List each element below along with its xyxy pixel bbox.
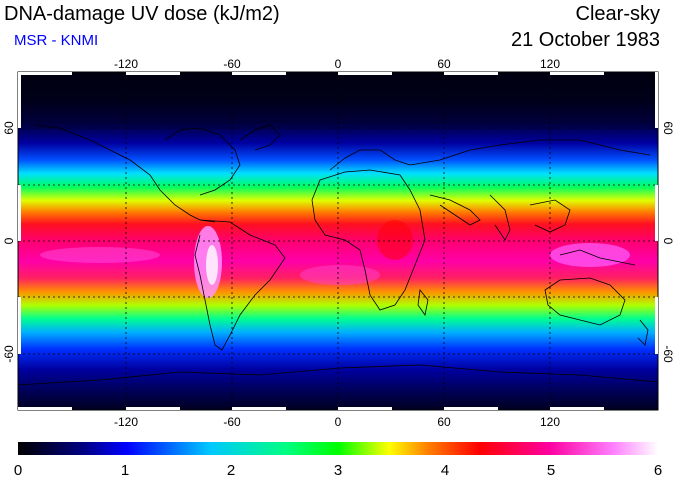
- map-gridlines: [18, 72, 658, 410]
- lon-label-top: 60: [437, 57, 451, 71]
- lon-label-bottom: -60: [223, 415, 241, 429]
- lon-label-top: 0: [335, 57, 342, 71]
- map-title: DNA-damage UV dose (kJ/m2): [4, 3, 280, 25]
- colorbar: [18, 442, 658, 455]
- lon-label-top: 120: [540, 57, 560, 71]
- lon-label-bottom: 60: [437, 415, 451, 429]
- lat-label-right: 60: [661, 121, 675, 135]
- lon-label-bottom: -120: [114, 415, 138, 429]
- coastlines: [18, 124, 658, 386]
- lat-label-right: -60: [661, 345, 675, 363]
- colorbar-tick-label: 1: [121, 462, 129, 479]
- colorbar-tick-label: 6: [654, 462, 662, 479]
- credit-label: MSR - KNMI: [14, 32, 99, 49]
- colorbar-tick-label: 2: [227, 462, 235, 479]
- colorbar-tick-labels: 0 1 2 3 4 5 6: [14, 462, 662, 479]
- lon-label-bottom: 0: [335, 415, 342, 429]
- lon-label-top: -60: [223, 57, 241, 71]
- lat-label-right: 0: [661, 238, 675, 245]
- colorbar-tick-label: 0: [14, 462, 22, 479]
- sky-condition-label: Clear-sky: [575, 3, 660, 25]
- colorbar-tick-label: 3: [334, 462, 342, 479]
- lon-labels-bottom: -120 -60 0 60 120: [114, 415, 560, 429]
- lon-labels-top: -120 -60 0 60 120: [114, 57, 560, 71]
- lat-label-left: 0: [2, 237, 16, 244]
- lon-label-bottom: 120: [540, 415, 560, 429]
- lat-labels-right: 60 0 -60: [661, 121, 675, 363]
- lat-label-left: 60: [2, 121, 16, 135]
- colorbar-tick-label: 5: [547, 462, 555, 479]
- lat-labels-left: 60 0 -60: [2, 121, 16, 363]
- lat-label-left: -60: [2, 345, 16, 363]
- map-frame: [17, 71, 659, 411]
- date-label: 21 October 1983: [511, 29, 660, 51]
- lon-label-top: -120: [114, 57, 138, 71]
- colorbar-tick-label: 4: [441, 462, 449, 479]
